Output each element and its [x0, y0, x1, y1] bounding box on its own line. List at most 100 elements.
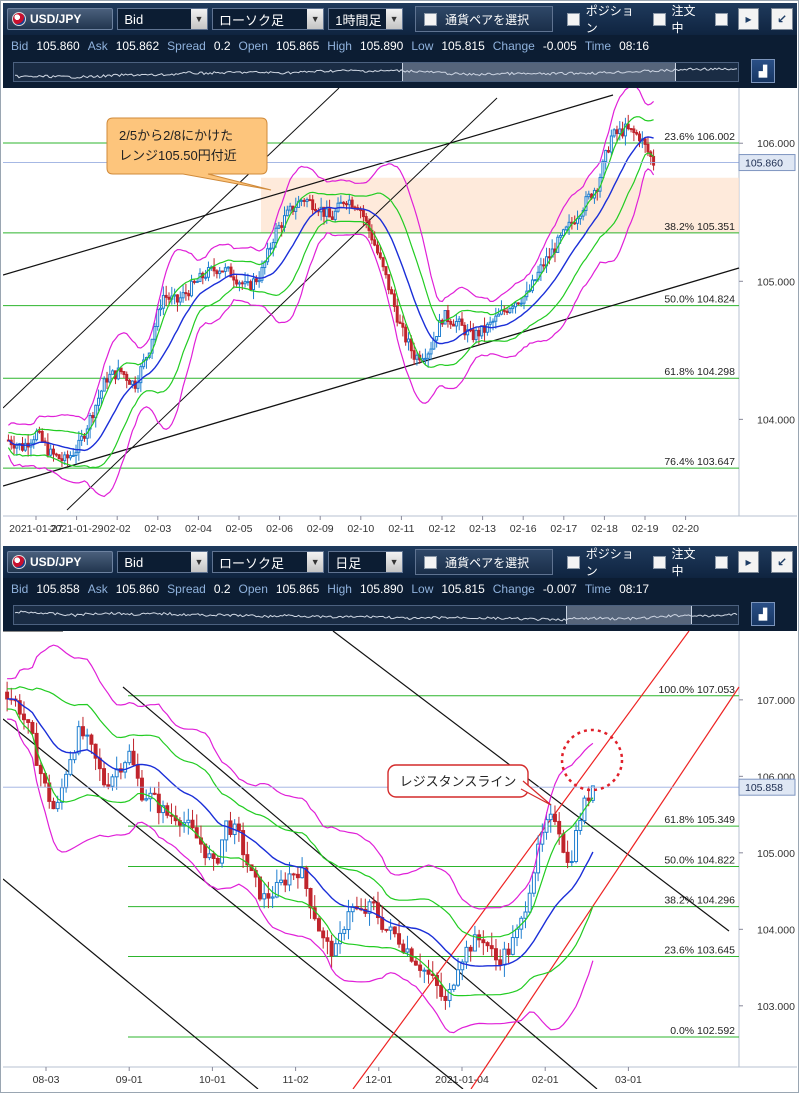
candle-body [325, 208, 329, 217]
navigator-zoom-button[interactable]: ▟ [751, 602, 775, 626]
price-type-select[interactable]: Bid ▼ [117, 8, 209, 30]
candle-body [415, 354, 419, 360]
y-tick-label: 105.000 [757, 276, 795, 288]
position-label: ポジション [585, 4, 634, 35]
restore-window-icon: ↙ [777, 12, 788, 26]
navigator-sparkline [14, 610, 738, 622]
chart-type-select[interactable]: ローソク足 ▼ [212, 551, 325, 573]
candle-body [226, 266, 230, 269]
candle-body [127, 750, 132, 764]
bollinger-upper-2sigma [8, 88, 655, 426]
position-checkbox[interactable] [567, 12, 580, 26]
chevron-down-icon: ▼ [386, 9, 403, 29]
navigator-thumb[interactable] [402, 63, 676, 81]
candle-body [43, 773, 48, 784]
pair-button[interactable]: USD/JPY [7, 8, 114, 30]
candle-body [481, 939, 486, 944]
chart-type-select[interactable]: ローソク足 ▼ [212, 8, 325, 30]
low-label: Low [411, 38, 434, 53]
candle-body [55, 801, 60, 810]
navigator-thumb[interactable] [566, 606, 692, 624]
scroll-right-button[interactable]: ▸ [737, 8, 760, 30]
candle-body [32, 439, 36, 444]
candle-body [12, 444, 16, 449]
order-checkbox[interactable] [652, 555, 666, 569]
navigator-track[interactable] [13, 605, 739, 625]
candle-body [604, 149, 608, 162]
fibonacci-label: 0.0% 102.592 [670, 1025, 735, 1037]
trend-line [66, 97, 498, 511]
candle-body [333, 210, 337, 220]
candle-body [195, 281, 199, 284]
candle-body [57, 454, 61, 460]
candle-body [82, 435, 86, 439]
candle-body [485, 942, 490, 947]
candle-body [510, 937, 515, 955]
extra-checkbox[interactable] [714, 555, 728, 569]
candle-body [159, 307, 163, 311]
candle-body [397, 933, 402, 945]
candle-body [609, 135, 613, 153]
candle-body [46, 441, 50, 456]
candle-body [123, 762, 128, 773]
candle-body [110, 776, 115, 787]
candle-body [111, 370, 115, 375]
candle-body [578, 215, 582, 220]
position-toggle[interactable]: ポジション [567, 545, 645, 579]
restore-window-icon: ↙ [777, 555, 788, 569]
restore-window-button[interactable]: ↙ [771, 8, 793, 30]
scroll-right-button[interactable]: ▸ [737, 551, 760, 573]
timeframe-select[interactable]: 1時間足 ▼ [328, 8, 404, 30]
candle-body [387, 274, 391, 291]
candle-body [587, 193, 591, 198]
candle-body [105, 378, 109, 383]
candle-body [502, 309, 506, 312]
candle-body [472, 934, 477, 952]
candle-body [279, 879, 284, 883]
extra-checkbox[interactable] [714, 12, 728, 26]
candle-body [119, 367, 123, 373]
navigator-track[interactable] [13, 62, 739, 82]
order-checkbox[interactable] [652, 12, 666, 26]
candle-body [80, 435, 84, 441]
candle-body [463, 324, 467, 336]
candle-body [615, 129, 619, 135]
change-label: Change [492, 38, 535, 53]
position-toggle[interactable]: ポジション [567, 2, 645, 36]
daily-candlestick-chart[interactable]: 100.0% 107.053 61.8% 105.349 50.0% 104.822… [3, 631, 797, 1089]
pair-select-button[interactable]: 通貨ペアを選択 [415, 6, 553, 32]
pair-button[interactable]: USD/JPY [7, 551, 114, 573]
candle-body [371, 901, 376, 904]
timeframe-select[interactable]: 日足 ▼ [328, 551, 404, 573]
callout-text: レジスタンスライン [400, 774, 517, 789]
candle-body [612, 129, 616, 137]
candle-body [15, 444, 19, 449]
restore-window-button[interactable]: ↙ [771, 551, 793, 573]
candle-body [401, 322, 405, 328]
navigator-zoom-button[interactable]: ▟ [751, 59, 775, 83]
candle-body [506, 948, 511, 955]
candle-body [468, 946, 473, 952]
candle-body [26, 719, 31, 723]
bollinger-upper-1sigma [7, 686, 594, 939]
callout-text: 2/5から2/8にかけた [119, 128, 233, 143]
candle-body [412, 350, 416, 360]
hourly-candlestick-chart[interactable]: 23.6% 106.002 38.2% 105.351 50.0% 104.824 6… [3, 88, 797, 538]
candle-body [489, 945, 494, 950]
trend-line [3, 94, 614, 276]
order-toggle[interactable]: 注文中 [652, 545, 707, 579]
candle-body [266, 248, 270, 263]
price-type-select[interactable]: Bid ▼ [117, 551, 209, 573]
time-label: Time [584, 38, 612, 53]
candle-body [206, 267, 210, 278]
candle-body [401, 943, 406, 953]
candle-body [325, 937, 330, 942]
timeframe-value: 1時間足 [335, 12, 382, 28]
x-tick-label: 2021-01-04 [435, 1074, 489, 1086]
candle-body [139, 366, 143, 384]
order-toggle[interactable]: 注文中 [652, 2, 707, 36]
chevron-down-icon: ▼ [386, 552, 403, 572]
pair-select-button[interactable]: 通貨ペアを選択 [415, 549, 553, 575]
bollinger-upper-2sigma [7, 644, 594, 910]
position-checkbox[interactable] [567, 555, 580, 569]
